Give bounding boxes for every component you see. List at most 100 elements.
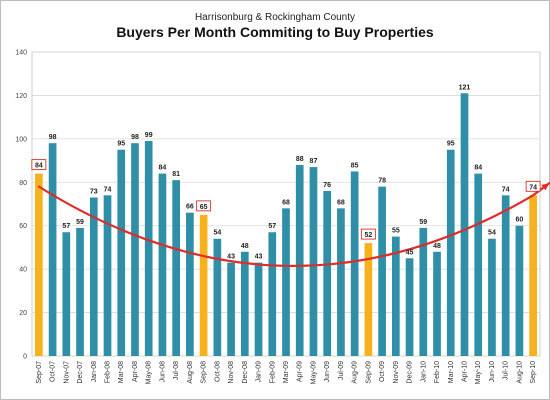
x-tick-label: Oct-08: [214, 361, 221, 382]
bar: [172, 180, 181, 356]
x-tick-label: May-10: [475, 361, 482, 384]
x-tick-label: Jul-08: [173, 361, 180, 380]
data-label: 84: [474, 165, 482, 172]
data-label: 87: [310, 158, 318, 165]
x-tick-label: Mar-08: [118, 361, 125, 383]
data-label: 81: [172, 171, 180, 178]
y-tick-label: 60: [19, 223, 27, 230]
data-label: 45: [406, 249, 414, 256]
x-tick-label: Apr-10: [461, 361, 468, 382]
y-tick-label: 0: [23, 354, 27, 361]
data-label: 54: [213, 230, 221, 237]
x-tick-label: Aug-08: [187, 361, 194, 384]
x-tick-label: Feb-10: [434, 361, 441, 383]
bar: [309, 167, 318, 356]
x-tick-label: Feb-09: [269, 361, 276, 383]
data-label: 78: [378, 178, 386, 185]
data-label: 98: [49, 134, 57, 141]
data-label: 48: [433, 243, 441, 250]
data-label: 66: [186, 204, 194, 211]
chart-subtitle: Harrisonburg & Rockingham County: [194, 12, 356, 23]
x-tick-label: Oct-09: [379, 361, 386, 382]
data-label: 88: [296, 156, 304, 163]
chart-title: Buyers Per Month Commiting to Buy Proper…: [116, 24, 434, 40]
bar: [62, 232, 71, 356]
bar: [474, 173, 483, 356]
data-label: 95: [447, 141, 455, 148]
bar: [76, 227, 84, 356]
data-label: 65: [200, 204, 208, 211]
data-label: 73: [90, 188, 98, 195]
data-label: 95: [117, 141, 125, 148]
data-label: 76: [323, 182, 331, 189]
bar: [446, 149, 455, 356]
bar: [364, 243, 373, 356]
data-label: 121: [459, 84, 471, 91]
x-tick-label: Sep-08: [201, 361, 208, 384]
y-tick-label: 120: [15, 93, 27, 100]
bar: [529, 195, 537, 356]
x-tick-label: Apr-09: [297, 361, 304, 382]
bar: [323, 190, 332, 356]
bar: [282, 208, 290, 356]
bar: [419, 227, 428, 356]
data-label: 55: [392, 228, 400, 235]
x-tick-label: Sep-10: [530, 361, 537, 384]
bar: [433, 251, 441, 356]
bar: [48, 143, 57, 356]
x-tick-label: Dec-08: [242, 361, 249, 384]
data-label-box: [360, 228, 376, 240]
bar: [501, 195, 510, 356]
x-tick-label: May-09: [310, 361, 317, 384]
x-tick-label: Sep-07: [36, 361, 43, 384]
x-tick-label: Oct-07: [50, 361, 57, 382]
data-label: 84: [35, 163, 43, 170]
data-label-box: [196, 200, 212, 212]
bar: [89, 197, 98, 356]
y-tick-label: 80: [19, 180, 27, 187]
bar: [103, 195, 112, 356]
bar: [488, 238, 496, 356]
x-tick-label: Jan-09: [256, 361, 263, 383]
bar: [295, 164, 304, 356]
x-tick-label: Nov-09: [393, 361, 400, 384]
data-label: 52: [364, 232, 372, 239]
bar: [378, 186, 386, 356]
data-label: 84: [159, 165, 167, 172]
x-tick-label: Aug-10: [516, 361, 523, 384]
bar: [144, 141, 153, 356]
x-tick-label: Feb-08: [105, 361, 112, 383]
x-tick-label: Apr-08: [132, 361, 139, 382]
bar: [117, 149, 126, 356]
data-label-box: [525, 180, 541, 192]
x-tick-label: Dec-09: [407, 361, 414, 384]
trend-arrow-head: [541, 183, 550, 191]
y-tick-label: 140: [15, 50, 27, 57]
data-label: 68: [337, 199, 345, 206]
trend-line: [37, 182, 550, 267]
data-label: 74: [104, 186, 112, 193]
data-label: 57: [62, 223, 70, 230]
x-tick-label: Jan-10: [420, 361, 427, 383]
data-label: 54: [488, 230, 496, 237]
bar: [337, 208, 345, 356]
x-tick-label: Jul-10: [503, 361, 510, 380]
x-tick-label: Nov-08: [228, 361, 235, 384]
data-label: 57: [268, 223, 276, 230]
y-tick-label: 40: [19, 267, 27, 274]
data-label: 74: [529, 184, 537, 191]
y-tick-label: 20: [19, 310, 27, 317]
data-label: 68: [282, 199, 290, 206]
x-tick-label: Sep-09: [365, 361, 372, 384]
bar: [213, 238, 222, 356]
bar: [350, 171, 359, 356]
bar: [405, 258, 414, 356]
data-label-box: [31, 159, 47, 171]
data-label: 43: [227, 254, 235, 261]
bar: [268, 232, 277, 356]
bar: [460, 93, 469, 356]
data-label: 59: [76, 219, 84, 226]
bar: [240, 251, 249, 356]
bar: [186, 212, 194, 356]
